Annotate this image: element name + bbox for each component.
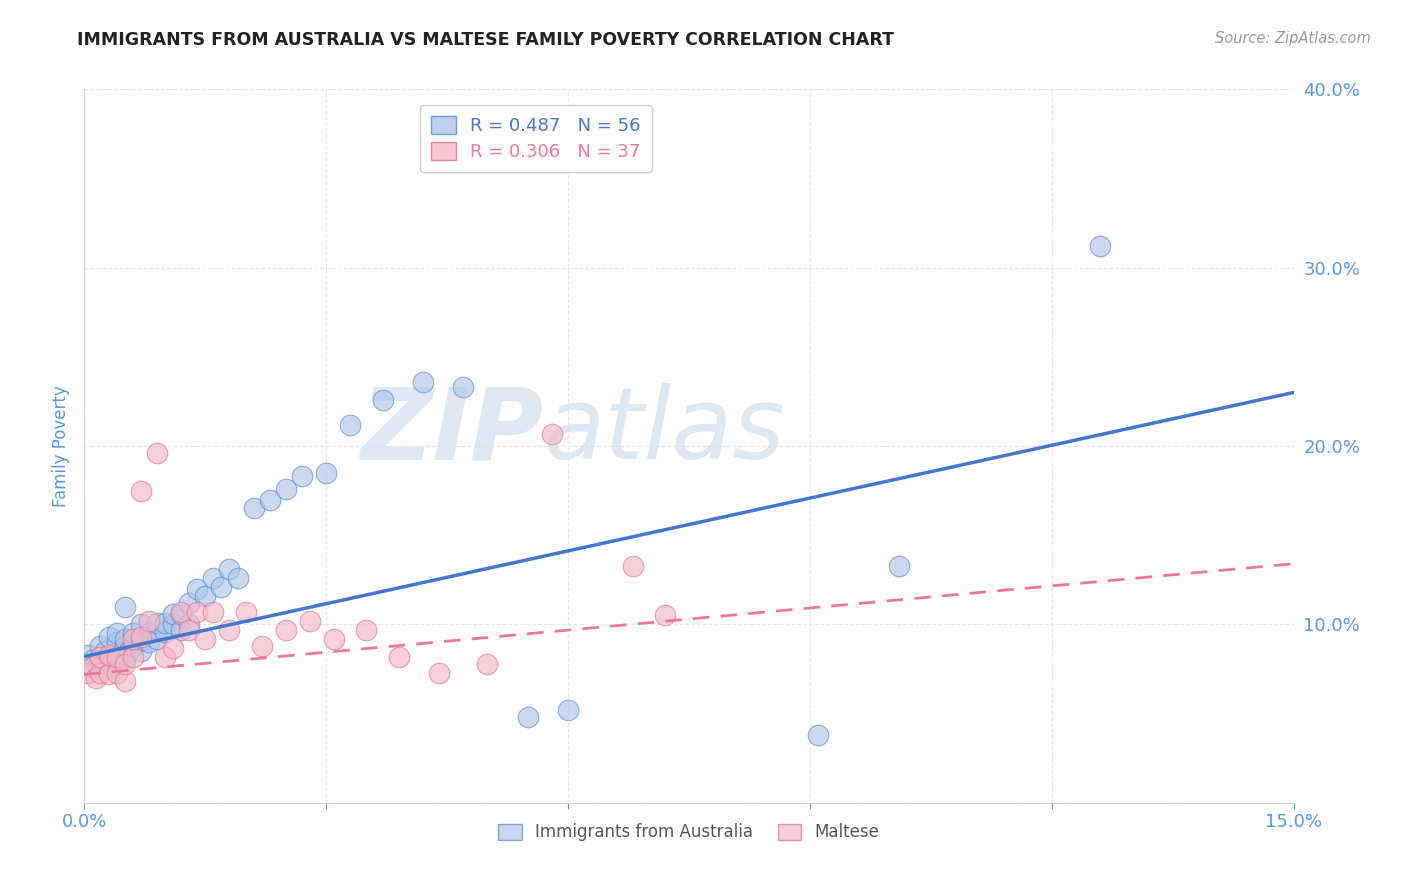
Point — [82, 653, 104, 667]
Point — [274, 623, 297, 637]
Point — [105, 648, 128, 662]
Point — [356, 623, 378, 637]
Point — [86, 671, 108, 685]
Point — [516, 710, 538, 724]
Point — [146, 446, 169, 460]
Point — [179, 617, 201, 632]
Point — [170, 605, 193, 619]
Point — [170, 623, 193, 637]
Point — [114, 674, 136, 689]
Point — [315, 466, 337, 480]
Point — [82, 660, 104, 674]
Point — [129, 483, 152, 498]
Text: Source: ZipAtlas.com: Source: ZipAtlas.com — [1215, 31, 1371, 46]
Point — [202, 605, 225, 619]
Point — [114, 599, 136, 614]
Point — [129, 630, 152, 644]
Point — [259, 492, 281, 507]
Point — [202, 571, 225, 585]
Text: ZIP: ZIP — [361, 384, 544, 480]
Point — [138, 635, 160, 649]
Point — [77, 665, 100, 680]
Point — [250, 639, 273, 653]
Point — [323, 632, 346, 646]
Point — [105, 635, 128, 649]
Point — [129, 617, 152, 632]
Point — [153, 615, 176, 630]
Point — [291, 469, 314, 483]
Point — [194, 589, 217, 603]
Point — [97, 649, 120, 664]
Point — [807, 728, 830, 742]
Point — [97, 630, 120, 644]
Point — [121, 639, 143, 653]
Point — [388, 649, 411, 664]
Point — [339, 417, 361, 432]
Point — [114, 632, 136, 646]
Point — [412, 375, 434, 389]
Point — [170, 607, 193, 621]
Point — [477, 657, 499, 671]
Point — [86, 657, 108, 671]
Point — [114, 639, 136, 653]
Point — [138, 626, 160, 640]
Point — [162, 617, 184, 632]
Point — [162, 607, 184, 621]
Point — [129, 633, 152, 648]
Point — [146, 615, 169, 630]
Point — [89, 639, 111, 653]
Point — [427, 665, 450, 680]
Point — [105, 626, 128, 640]
Point — [89, 665, 111, 680]
Point — [105, 665, 128, 680]
Point — [235, 605, 257, 619]
Point — [179, 623, 201, 637]
Point — [89, 649, 111, 664]
Point — [274, 482, 297, 496]
Point — [451, 380, 474, 394]
Point — [1088, 239, 1111, 253]
Point — [138, 614, 160, 628]
Point — [118, 644, 141, 658]
Text: atlas: atlas — [544, 384, 786, 480]
Point — [101, 653, 124, 667]
Text: IMMIGRANTS FROM AUSTRALIA VS MALTESE FAMILY POVERTY CORRELATION CHART: IMMIGRANTS FROM AUSTRALIA VS MALTESE FAM… — [77, 31, 894, 49]
Point — [121, 649, 143, 664]
Point — [97, 660, 120, 674]
Point — [77, 648, 100, 662]
Point — [146, 632, 169, 646]
Point — [887, 558, 910, 573]
Point — [121, 632, 143, 646]
Point — [226, 571, 249, 585]
Legend: Immigrants from Australia, Maltese: Immigrants from Australia, Maltese — [492, 817, 886, 848]
Point — [242, 501, 264, 516]
Point — [186, 605, 208, 619]
Point — [299, 614, 322, 628]
Point — [105, 657, 128, 671]
Point — [97, 667, 120, 681]
Point — [371, 392, 394, 407]
Point — [114, 653, 136, 667]
Point — [114, 657, 136, 671]
Point — [162, 640, 184, 655]
Point — [121, 626, 143, 640]
Y-axis label: Family Poverty: Family Poverty — [52, 385, 70, 507]
Point — [218, 562, 240, 576]
Point — [621, 558, 644, 573]
Point — [153, 649, 176, 664]
Point — [129, 644, 152, 658]
Point — [194, 632, 217, 646]
Point — [541, 426, 564, 441]
Point — [105, 649, 128, 664]
Point — [97, 648, 120, 662]
Point — [654, 608, 676, 623]
Point — [153, 624, 176, 639]
Point — [89, 649, 111, 664]
Point — [557, 703, 579, 717]
Point — [179, 596, 201, 610]
Point — [93, 644, 115, 658]
Point — [186, 582, 208, 596]
Point — [218, 623, 240, 637]
Point — [209, 580, 232, 594]
